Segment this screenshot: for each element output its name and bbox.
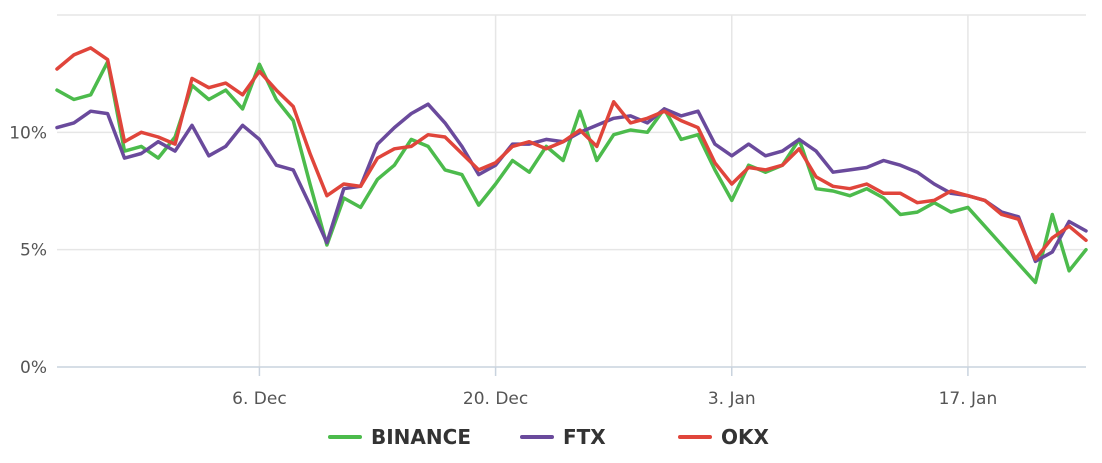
legend-label: OKX bbox=[721, 425, 770, 449]
series-line-okx bbox=[55, 46, 1088, 261]
legend-label: BINANCE bbox=[371, 425, 471, 449]
legend-item-binance[interactable]: BINANCE bbox=[328, 425, 471, 449]
legend[interactable]: BINANCE FTX OKX bbox=[328, 425, 770, 449]
x-tick-label: 3. Jan bbox=[708, 389, 756, 409]
y-tick-label: 10% bbox=[9, 123, 47, 143]
legend-item-ftx[interactable]: FTX bbox=[520, 425, 606, 449]
x-tick-label: 17. Jan bbox=[939, 389, 998, 409]
legend-item-okx[interactable]: OKX bbox=[678, 425, 770, 449]
legend-label: FTX bbox=[563, 425, 606, 449]
x-tick-label: 6. Dec bbox=[232, 389, 287, 409]
axes: 0% 5% 10% 6. Dec 20. Dec 3. Jan 17. Jan bbox=[9, 123, 1086, 409]
gridlines bbox=[57, 14, 1086, 367]
series-lines bbox=[55, 46, 1088, 285]
x-tick-label: 20. Dec bbox=[463, 389, 528, 409]
series-line-ftx bbox=[55, 102, 1088, 264]
y-tick-label: 0% bbox=[20, 358, 47, 378]
y-tick-label: 5% bbox=[20, 241, 47, 261]
